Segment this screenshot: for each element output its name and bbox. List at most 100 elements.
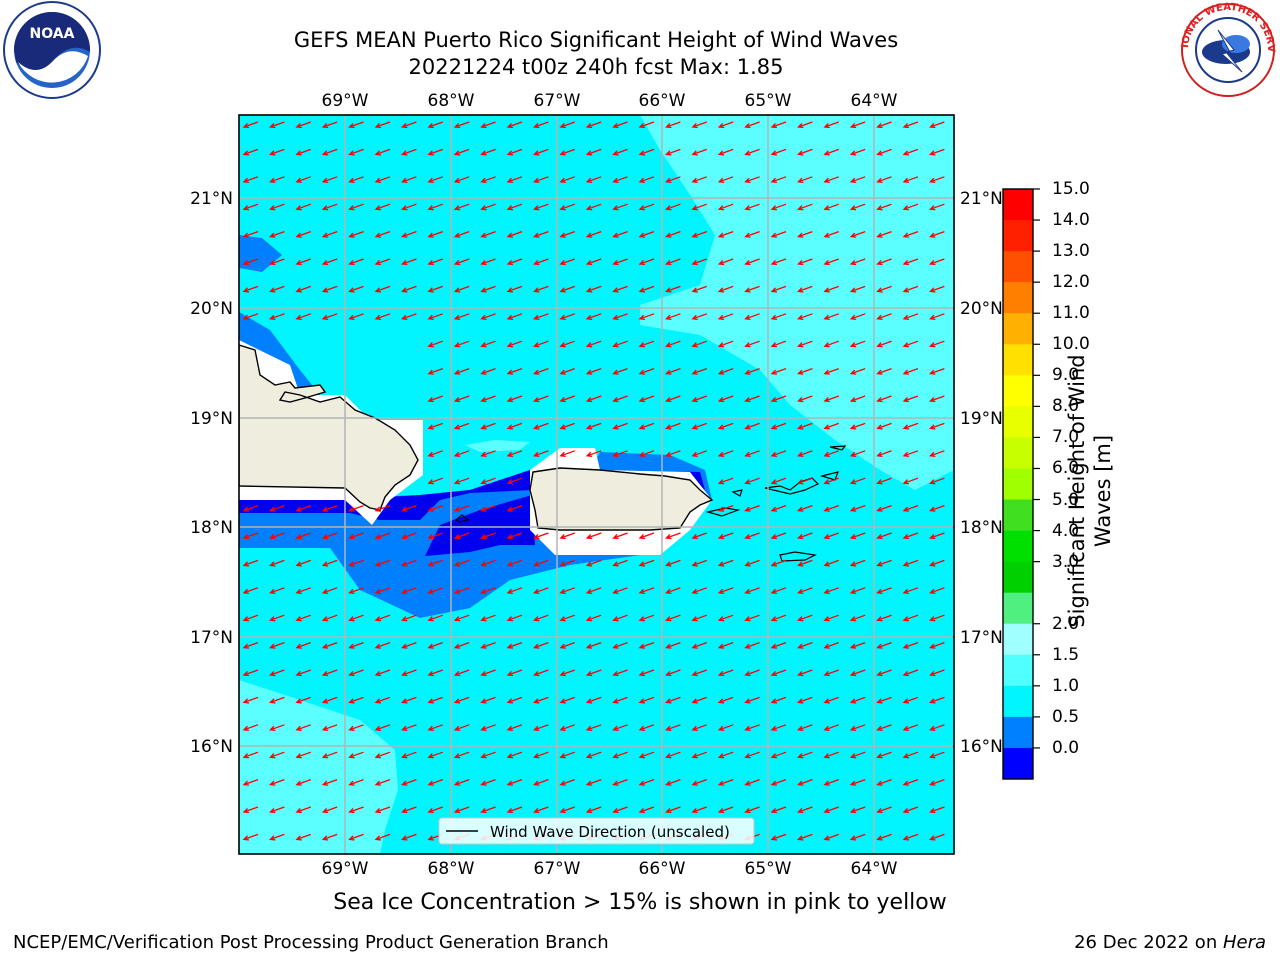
wind-wave-arrow: [321, 176, 338, 183]
colorbar-segment: [1003, 406, 1033, 438]
wind-wave-arrow: [532, 367, 549, 375]
wind-wave-arrow: [321, 148, 338, 156]
wind-wave-arrow: [823, 258, 840, 266]
wind-wave-arrow: [506, 121, 523, 129]
wind-wave-arrow: [928, 230, 945, 238]
wind-wave-arrow: [295, 176, 312, 183]
wind-wave-arrow: [295, 148, 312, 156]
wind-wave-arrow: [928, 641, 945, 649]
wind-wave-arrow: [506, 395, 523, 403]
wind-wave-arrow: [849, 696, 866, 704]
wind-wave-arrow: [400, 230, 417, 238]
lon-label-bottom-2: 67°W: [534, 859, 581, 879]
wind-wave-arrow: [796, 532, 813, 540]
wind-wave-arrow: [532, 450, 549, 457]
wind-wave-arrow: [823, 285, 840, 293]
wind-wave-arrow: [559, 450, 576, 457]
wind-wave-arrow: [796, 504, 813, 512]
wind-wave-arrow: [876, 230, 892, 238]
wind-wave-arrow: [849, 121, 866, 129]
colorbar-segment: [1003, 592, 1033, 625]
wind-wave-arrow: [744, 559, 760, 567]
wind-wave-arrow: [348, 504, 364, 512]
wind-wave-arrow: [585, 641, 602, 649]
wind-wave-arrow: [268, 176, 285, 183]
wind-wave-arrow: [321, 806, 338, 814]
wind-wave-arrow: [453, 230, 470, 238]
wind-wave-arrow: [744, 395, 760, 403]
wind-wave-arrow: [400, 148, 417, 156]
wind-wave-arrow: [691, 340, 708, 348]
wind-wave-arrow: [744, 532, 760, 540]
wind-wave-arrow: [453, 669, 470, 677]
wind-wave-arrow: [928, 559, 945, 567]
wind-wave-arrow: [744, 230, 760, 238]
wind-wave-arrow: [664, 121, 681, 129]
wind-wave-arrow: [427, 696, 444, 704]
wind-wave-arrow: [876, 587, 892, 594]
wind-wave-arrow: [559, 367, 576, 375]
wind-wave-arrow: [453, 559, 470, 567]
wind-wave-arrow: [559, 587, 576, 594]
wind-wave-arrow: [585, 587, 602, 594]
wind-wave-arrow: [823, 422, 840, 430]
wind-wave-arrow: [612, 450, 628, 457]
wind-wave-arrow: [348, 203, 364, 211]
wind-wave-arrow: [321, 614, 338, 622]
wind-wave-arrow: [744, 696, 760, 704]
wind-wave-arrow: [876, 395, 892, 403]
colorbar: [1003, 189, 1033, 780]
wind-wave-arrow: [453, 367, 470, 375]
wind-wave-arrow: [744, 340, 760, 348]
wind-wave-arrow: [559, 422, 576, 430]
wind-wave-arrow: [691, 587, 708, 594]
wind-wave-arrow: [559, 230, 576, 238]
wind-wave-arrow: [321, 532, 338, 540]
wind-wave-arrow: [348, 751, 364, 759]
wind-wave-arrow: [321, 751, 338, 759]
wind-wave-arrow: [242, 559, 259, 567]
wind-wave-arrow: [823, 806, 840, 814]
wind-wave-arrow: [612, 778, 628, 786]
wind-wave-arrow: [664, 559, 681, 567]
lat-label-left-2: 19°N: [190, 409, 233, 429]
wind-wave-arrow: [717, 121, 734, 129]
wind-wave-arrow: [928, 395, 945, 403]
wind-wave-arrow: [427, 230, 444, 238]
lon-label-bottom-5: 64°W: [851, 859, 898, 879]
wind-wave-arrow: [638, 669, 655, 677]
wind-wave-arrow: [480, 148, 496, 156]
wind-wave-arrow: [612, 148, 628, 156]
wind-wave-arrow: [823, 148, 840, 156]
wind-wave-arrow: [770, 285, 787, 293]
wind-wave-arrow: [506, 614, 523, 622]
wind-wave-arrow: [796, 806, 813, 814]
wind-wave-arrow: [453, 258, 470, 266]
map-legend: Wind Wave Direction (unscaled): [438, 817, 755, 845]
wind-wave-arrow: [585, 367, 602, 375]
wind-wave-arrow: [400, 669, 417, 677]
wind-wave-arrow: [770, 614, 787, 622]
colorbar-segment: [1003, 375, 1033, 407]
colorbar-segment: [1003, 251, 1033, 283]
wind-wave-arrow: [585, 532, 602, 540]
wind-wave-arrow: [506, 203, 523, 211]
wind-wave-arrow: [691, 367, 708, 375]
wind-wave-arrow: [321, 587, 338, 594]
wind-wave-arrow: [427, 587, 444, 594]
wind-wave-arrow: [638, 614, 655, 622]
wind-wave-arrow: [691, 121, 708, 129]
wind-wave-arrow: [321, 230, 338, 238]
wind-wave-arrow: [717, 751, 734, 759]
wind-wave-arrow: [796, 285, 813, 293]
wind-wave-arrow: [796, 641, 813, 649]
wind-wave-arrow: [612, 395, 628, 403]
wind-wave-arrow: [876, 724, 892, 731]
wind-wave-arrow: [691, 285, 708, 293]
wind-wave-arrow: [453, 450, 470, 457]
wind-wave-arrow: [638, 806, 655, 814]
lat-label-right-3: 18°N: [960, 518, 1003, 538]
wind-wave-arrow: [849, 176, 866, 183]
wind-wave-arrow: [532, 669, 549, 677]
lat-label-right-5: 16°N: [960, 737, 1003, 757]
